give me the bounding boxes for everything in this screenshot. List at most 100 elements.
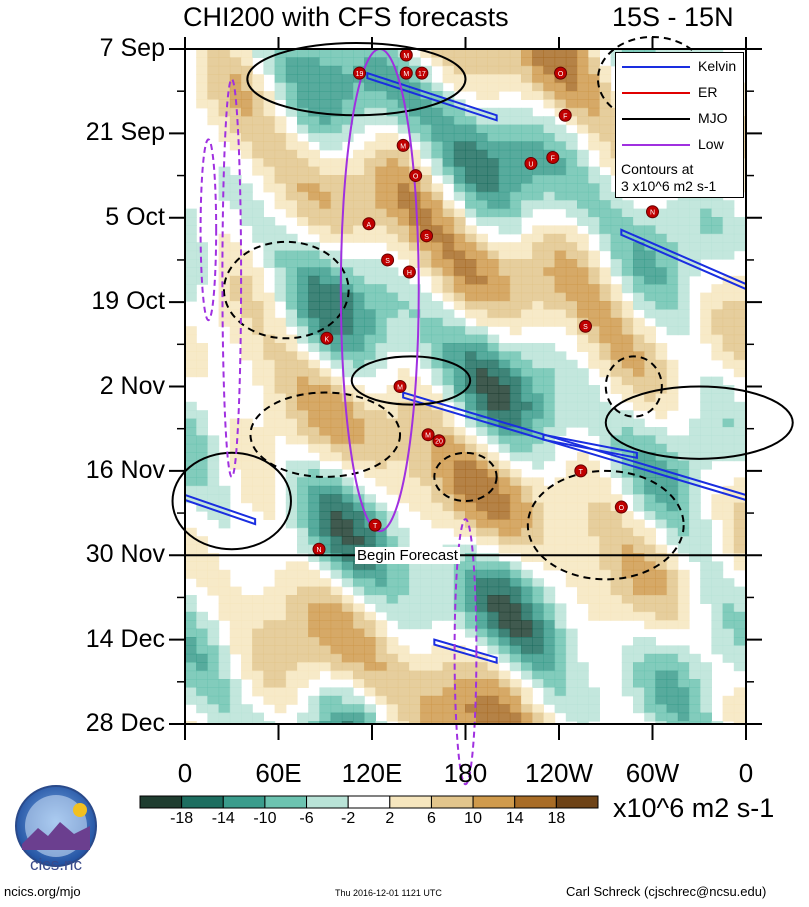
field-cell	[252, 628, 264, 638]
field-cell	[375, 208, 388, 218]
field-cell	[633, 569, 645, 579]
field-cell	[308, 502, 320, 512]
field-cell	[341, 191, 354, 201]
field-cell	[297, 74, 309, 84]
field-cell	[285, 351, 298, 361]
field-cell	[521, 569, 533, 579]
field-cell	[330, 250, 343, 260]
field-cell	[353, 99, 365, 109]
field-cell	[498, 469, 511, 478]
field-cell	[532, 553, 544, 562]
field-cell	[442, 418, 455, 428]
field-cell	[666, 259, 679, 268]
field-cell	[599, 267, 612, 277]
field-cell	[453, 208, 466, 218]
field-cell	[532, 721, 544, 724]
field-cell	[543, 74, 556, 84]
field-cell	[577, 49, 589, 58]
field-cell	[521, 65, 533, 75]
field-cell	[655, 284, 668, 294]
field-cell	[554, 91, 567, 100]
field-cell	[465, 57, 477, 67]
field-cell	[229, 679, 242, 688]
field-cell	[185, 401, 197, 411]
field-cell	[521, 578, 533, 588]
field-cell	[453, 527, 466, 537]
field-cell	[431, 334, 444, 344]
field-cell	[610, 359, 623, 369]
field-cell	[677, 259, 690, 268]
field-cell	[453, 317, 466, 327]
footer-left[interactable]: ncics.org/mjo	[4, 884, 81, 899]
field-cell	[487, 343, 500, 352]
field-cell	[263, 124, 276, 134]
field-cell	[263, 452, 276, 462]
field-cell	[633, 519, 645, 529]
field-cell	[521, 418, 533, 428]
field-cell	[644, 569, 656, 579]
field-cell	[420, 494, 432, 504]
field-cell	[185, 628, 197, 638]
field-cell	[229, 65, 242, 75]
field-cell	[364, 82, 376, 92]
field-cell	[420, 141, 432, 151]
storm-marker	[402, 265, 416, 279]
contour-note-2: 3 x10^6 m2 s-1	[621, 178, 717, 194]
field-cell	[610, 217, 623, 226]
field-cell	[364, 561, 376, 571]
field-cell	[185, 410, 197, 420]
field-cell	[319, 578, 332, 588]
field-cell	[207, 49, 220, 58]
field-cell	[297, 544, 309, 554]
field-cell	[677, 208, 690, 218]
field-cell	[498, 653, 511, 663]
field-cell	[229, 326, 242, 336]
field-cell	[453, 242, 466, 252]
field-cell	[621, 343, 634, 352]
field-cell	[319, 124, 332, 134]
field-cell	[285, 292, 298, 302]
field-cell	[476, 166, 488, 176]
field-cell	[274, 82, 287, 92]
field-cell	[521, 166, 533, 176]
field-cell	[409, 477, 421, 487]
field-cell	[677, 452, 690, 462]
field-cell	[274, 653, 287, 663]
field-cell	[565, 183, 578, 193]
field-cell	[330, 561, 343, 571]
field-cell	[610, 418, 623, 428]
field-cell	[476, 267, 488, 277]
field-cell	[386, 695, 399, 705]
field-cell	[229, 687, 242, 697]
field-cell	[588, 712, 600, 722]
field-cell	[308, 166, 320, 176]
field-cell	[588, 259, 600, 268]
field-cell	[521, 368, 533, 378]
field-cell	[498, 259, 511, 268]
field-cell	[465, 292, 477, 302]
field-cell	[397, 653, 410, 663]
field-cell	[689, 511, 701, 520]
field-cell	[330, 620, 343, 630]
field-cell	[196, 242, 208, 252]
field-cell	[297, 200, 309, 210]
field-cell	[319, 418, 332, 428]
field-cell	[218, 309, 231, 319]
field-cell	[386, 317, 399, 327]
field-cell	[476, 183, 488, 193]
field-cell	[308, 410, 320, 420]
field-cell	[297, 82, 309, 92]
field-cell	[386, 511, 399, 520]
field-cell	[285, 611, 298, 621]
field-cell	[689, 704, 701, 714]
field-cell	[722, 233, 735, 243]
field-cell	[644, 494, 656, 504]
field-cell	[375, 275, 388, 285]
field-cell	[330, 536, 343, 546]
field-cell	[353, 611, 365, 621]
field-cell	[487, 116, 500, 126]
field-cell	[364, 410, 376, 420]
field-cell	[577, 595, 589, 604]
field-cell	[297, 469, 309, 478]
field-cell	[241, 611, 253, 621]
